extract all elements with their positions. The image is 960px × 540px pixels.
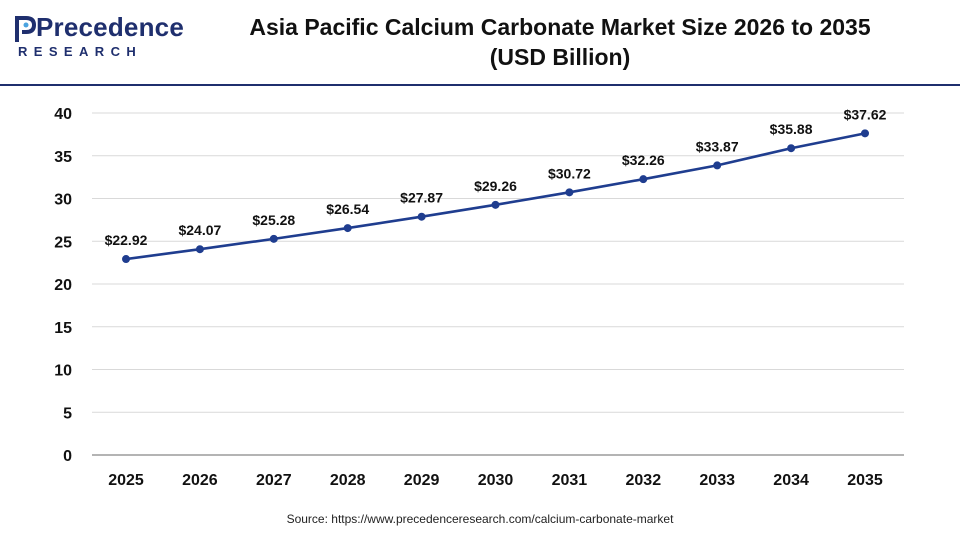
y-tick-label: 10: [54, 363, 72, 380]
y-tick-label: 0: [63, 448, 72, 465]
y-tick-label: 40: [54, 106, 72, 123]
x-tick-label: 2025: [108, 472, 144, 489]
header-divider: [0, 84, 960, 86]
data-point: [491, 200, 500, 209]
data-label: $32.26: [622, 152, 665, 168]
data-point: [565, 188, 574, 197]
x-tick-label: 2030: [478, 472, 514, 489]
source-note: Source: https://www.precedenceresearch.c…: [286, 512, 674, 526]
data-point: [195, 245, 204, 254]
data-point: [269, 234, 278, 243]
data-labels: $22.92 $24.07 $25.28 $26.54 $27.87 $29.26 $30.…: [105, 106, 887, 248]
x-tick-label: 2035: [847, 472, 883, 489]
brand-logo: Precedence RESEARCH: [14, 12, 184, 64]
data-point: [861, 129, 869, 138]
data-points: [122, 129, 869, 264]
x-axis-ticks: 2025 2026 2027 2028 2029 2030 2031 2032 2033 2034…: [108, 472, 883, 489]
data-label: $30.72: [548, 165, 591, 181]
x-tick-label: 2029: [404, 472, 440, 489]
x-tick-label: 2028: [330, 472, 366, 489]
x-tick-label: 2034: [773, 472, 809, 489]
y-tick-label: 30: [54, 192, 72, 209]
x-tick-label: 2031: [552, 472, 588, 489]
x-tick-label: 2026: [182, 472, 218, 489]
grid-lines: [92, 112, 904, 456]
data-point: [787, 144, 796, 153]
data-label: $24.07: [178, 222, 221, 238]
data-label: $29.26: [474, 178, 517, 194]
data-label: $25.28: [252, 212, 295, 228]
x-tick-label: 2032: [626, 472, 662, 489]
logo-mark-icon: [15, 16, 36, 42]
chart-title: Asia Pacific Calcium Carbonate Market Si…: [190, 12, 930, 72]
logo-subtitle: RESEARCH: [18, 44, 143, 59]
data-label: $37.62: [844, 106, 887, 122]
y-tick-label: 20: [54, 277, 72, 294]
chart-title-line2: (USD Billion): [489, 44, 631, 70]
data-point: [713, 161, 722, 170]
y-tick-label: 35: [54, 149, 72, 166]
data-label: $27.87: [400, 190, 443, 206]
data-point: [639, 175, 648, 184]
data-label: $22.92: [105, 232, 148, 248]
logo-wordmark: Precedence: [36, 12, 184, 42]
y-axis-ticks: 0 5 10 15 20 25 30 35 40: [54, 106, 72, 465]
x-tick-label: 2033: [699, 472, 735, 489]
data-point: [417, 212, 426, 221]
data-label: $33.87: [696, 138, 739, 154]
y-tick-label: 25: [54, 234, 72, 251]
y-tick-label: 5: [63, 405, 72, 422]
x-tick-label: 2027: [256, 472, 292, 489]
y-tick-label: 15: [54, 320, 72, 337]
header: Precedence RESEARCH Asia Pacific Calcium…: [0, 0, 960, 84]
chart-title-line1: Asia Pacific Calcium Carbonate Market Si…: [249, 14, 871, 40]
series-line: [125, 132, 866, 261]
data-point: [122, 255, 130, 264]
data-label: $26.54: [326, 201, 369, 217]
data-point: [343, 224, 352, 233]
data-label: $35.88: [770, 121, 813, 137]
